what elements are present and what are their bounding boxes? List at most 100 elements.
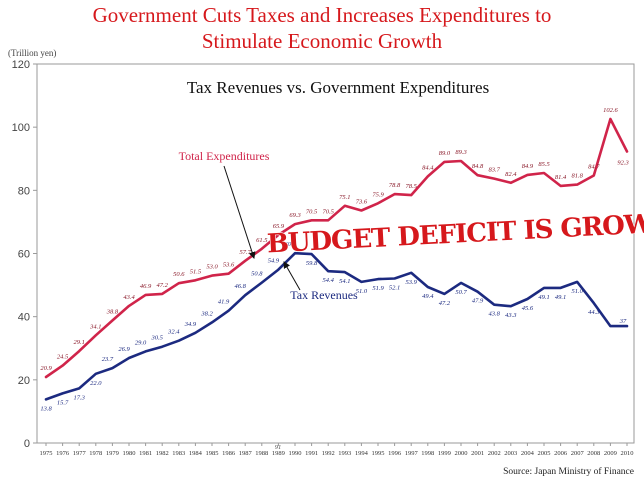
x-tick-label: 1995: [372, 450, 385, 457]
data-label-tax-revenues: 49.4: [422, 293, 434, 300]
x-tick-label: 1991: [305, 450, 318, 457]
data-label-total-expenditures: 89.0: [439, 150, 451, 157]
data-label-total-expenditures: 47.2: [157, 282, 169, 289]
data-labels: 20.9 24.5 29.1 34.1 38.8 43.4 46.9 47.2 50.6 51.5…: [40, 107, 629, 412]
data-label-tax-revenues: 43.3: [505, 312, 517, 319]
x-tick-label: 1979: [106, 450, 119, 457]
data-label-tax-revenues: 15.7: [57, 399, 69, 406]
x-tick-label: 1997: [405, 450, 419, 457]
data-label-total-expenditures: 70.5: [306, 208, 318, 215]
slide-title: Government Cuts Taxes and Increases Expe…: [0, 2, 644, 54]
data-label-total-expenditures: 92.3: [617, 160, 629, 167]
data-label-total-expenditures: 75.9: [372, 191, 384, 198]
y-tick-label: 100: [12, 122, 30, 134]
data-label-total-expenditures: 57.7: [240, 249, 252, 256]
data-label-total-expenditures: 65.9: [273, 223, 285, 230]
data-label-total-expenditures: 75.1: [339, 194, 350, 201]
chart-title: Tax Revenues vs. Government Expenditures: [187, 78, 489, 97]
data-label-total-expenditures: 78.5: [406, 183, 418, 190]
x-tick-label: 1982: [156, 450, 169, 457]
data-label-tax-revenues: 43.8: [489, 311, 501, 318]
tax-revenues-pointer-arrow: [283, 261, 301, 291]
data-label-tax-revenues: 47.9: [472, 298, 484, 305]
data-label-tax-revenues: 26.9: [118, 346, 130, 353]
data-label-total-expenditures: 20.9: [40, 365, 52, 372]
x-tick-label: 1976: [56, 450, 70, 457]
x-tick-label: 2005: [538, 450, 551, 457]
y-tick-label: 80: [18, 185, 30, 197]
y-tick-label: 20: [18, 375, 30, 387]
data-label-tax-revenues: 51.0: [572, 288, 584, 295]
x-tick-label: 2008: [587, 450, 600, 457]
data-label-tax-revenues: 34.9: [184, 321, 197, 328]
source-note: Source: Japan Ministry of Finance: [503, 466, 634, 477]
y-tick-label: 40: [18, 312, 30, 324]
x-tick-label: 2001: [471, 450, 484, 457]
data-label-tax-revenues: 41.9: [218, 299, 230, 306]
x-tick-label: 2002: [488, 450, 501, 457]
series-layer: [44, 117, 629, 401]
data-label-total-expenditures: 38.8: [106, 309, 119, 316]
x-tick-label: 1999: [438, 450, 451, 457]
data-label-tax-revenues: 13.8: [40, 405, 52, 412]
x-tick-label: 1988: [255, 450, 268, 457]
data-label-total-expenditures: 102.6: [603, 107, 618, 114]
data-label-total-expenditures: 81.8: [572, 173, 584, 180]
data-label-tax-revenues: 22.0: [90, 380, 102, 387]
data-label-total-expenditures: 69.3: [289, 212, 301, 219]
data-label-tax-revenues: 49.1: [538, 294, 549, 301]
data-label-total-expenditures: 29.1: [74, 339, 85, 346]
data-label-total-expenditures: 53.0: [206, 264, 218, 271]
y-tick-label: 120: [12, 59, 30, 71]
data-label-total-expenditures: 73.6: [356, 199, 368, 206]
data-label-tax-revenues: 29.0: [135, 339, 147, 346]
data-label-tax-revenues: 32.4: [167, 329, 180, 336]
data-label-tax-revenues: 54.4: [323, 277, 335, 284]
data-label-total-expenditures: 84.9: [522, 163, 534, 170]
x-tick-label: 2009: [604, 450, 617, 457]
data-label-tax-revenues: 59.8: [306, 260, 318, 267]
data-label-tax-revenues: 49.1: [555, 294, 566, 301]
x-tick-label: 2006: [554, 450, 568, 457]
slide-title-line-1: Government Cuts Taxes and Increases Expe…: [92, 3, 552, 27]
slide-title-line-2: Stimulate Economic Growth: [201, 29, 443, 53]
data-label-tax-revenues: 38.2: [200, 310, 213, 317]
x-tick-label: 2007: [571, 450, 585, 457]
data-label-tax-revenues: 47.2: [439, 300, 451, 307]
x-tick-label: 1993: [338, 450, 351, 457]
x-tick-label: 1987: [239, 450, 253, 457]
data-label-total-expenditures: 46.9: [140, 283, 152, 290]
x-tick-label: 1986: [222, 450, 236, 457]
data-label-total-expenditures: 61.5: [256, 237, 268, 244]
data-label-tax-revenues: 23.7: [102, 356, 114, 363]
data-label-tax-revenues: 52.1: [389, 285, 400, 292]
x-tick-label: 1985: [206, 450, 219, 457]
data-label-tax-revenues: 44.3: [588, 309, 600, 316]
x-tick-label: 2004: [521, 450, 535, 457]
data-label-total-expenditures: 50.6: [173, 271, 185, 278]
total-expenditures-pointer-arrow: [223, 165, 256, 259]
data-label-total-expenditures: 51.5: [190, 268, 202, 275]
data-label-total-expenditures: 84.7: [588, 164, 600, 171]
x-tick-label: 1980: [123, 450, 136, 457]
data-label-total-expenditures: 81.4: [555, 174, 567, 181]
x-tick-label: 2000: [455, 450, 468, 457]
x-tick-label: 1984: [189, 450, 203, 457]
data-label-tax-revenues: 60.1: [284, 241, 295, 248]
y-axis-unit-label: (Trillion yen): [8, 48, 56, 58]
data-label-tax-revenues: 50.8: [251, 271, 263, 278]
data-label-total-expenditures: 82.4: [505, 171, 517, 178]
x-tick-label: 2003: [504, 450, 517, 457]
y-tick-label: 0: [24, 438, 30, 450]
x-tick-label: 2010: [621, 450, 634, 457]
x-tick-label: 1989: [272, 450, 285, 457]
data-label-total-expenditures: 89.3: [455, 149, 467, 156]
y-tick-label: 60: [18, 249, 30, 261]
data-label-tax-revenues: 54.1: [339, 278, 350, 285]
series-label-tax-revenues: Tax Revenues: [290, 288, 358, 302]
data-label-tax-revenues: 54.9: [268, 258, 280, 265]
data-label-tax-revenues: 30.5: [151, 335, 164, 342]
data-label-total-expenditures: 84.4: [422, 164, 434, 171]
